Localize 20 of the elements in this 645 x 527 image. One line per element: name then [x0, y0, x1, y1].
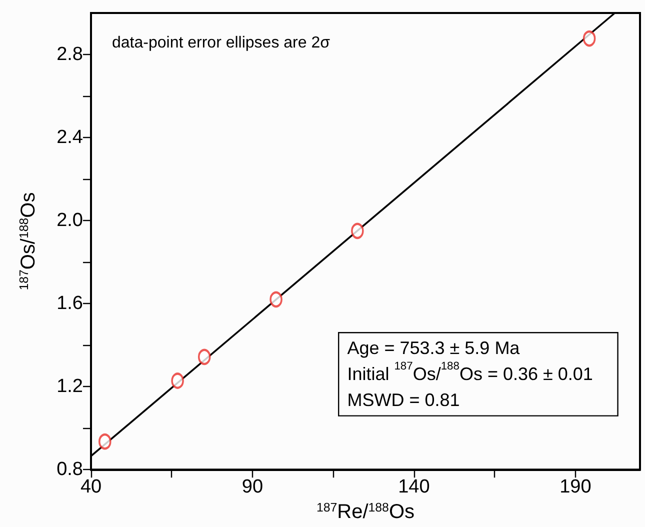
annotation: MSWD = 0.81 — [347, 390, 460, 410]
y-tick-label: 2.8 — [56, 44, 83, 66]
annotation: Age = 753.3 ± 5.9 Ma — [347, 338, 521, 358]
y-axis-title: 187Os/188Os — [17, 192, 40, 290]
y-tick-label: 2.0 — [56, 210, 83, 232]
y-tick-label: 1.6 — [56, 293, 83, 314]
x-tick-label: 90 — [242, 476, 264, 498]
point — [171, 372, 184, 389]
point — [582, 30, 596, 47]
y-tick-label: 2.4 — [56, 127, 84, 148]
x-tick-label: 140 — [398, 476, 430, 498]
y-tick-label: 0.8 — [56, 459, 83, 480]
annotation: data-point error ellipses are 2σ — [112, 34, 330, 52]
x-tick-label: 190 — [560, 476, 592, 498]
x-tick-label: 40 — [80, 476, 102, 498]
point — [98, 434, 112, 450]
point — [270, 291, 283, 308]
y-tick-label: 1.2 — [56, 376, 83, 398]
point — [198, 348, 211, 365]
point — [350, 222, 364, 239]
